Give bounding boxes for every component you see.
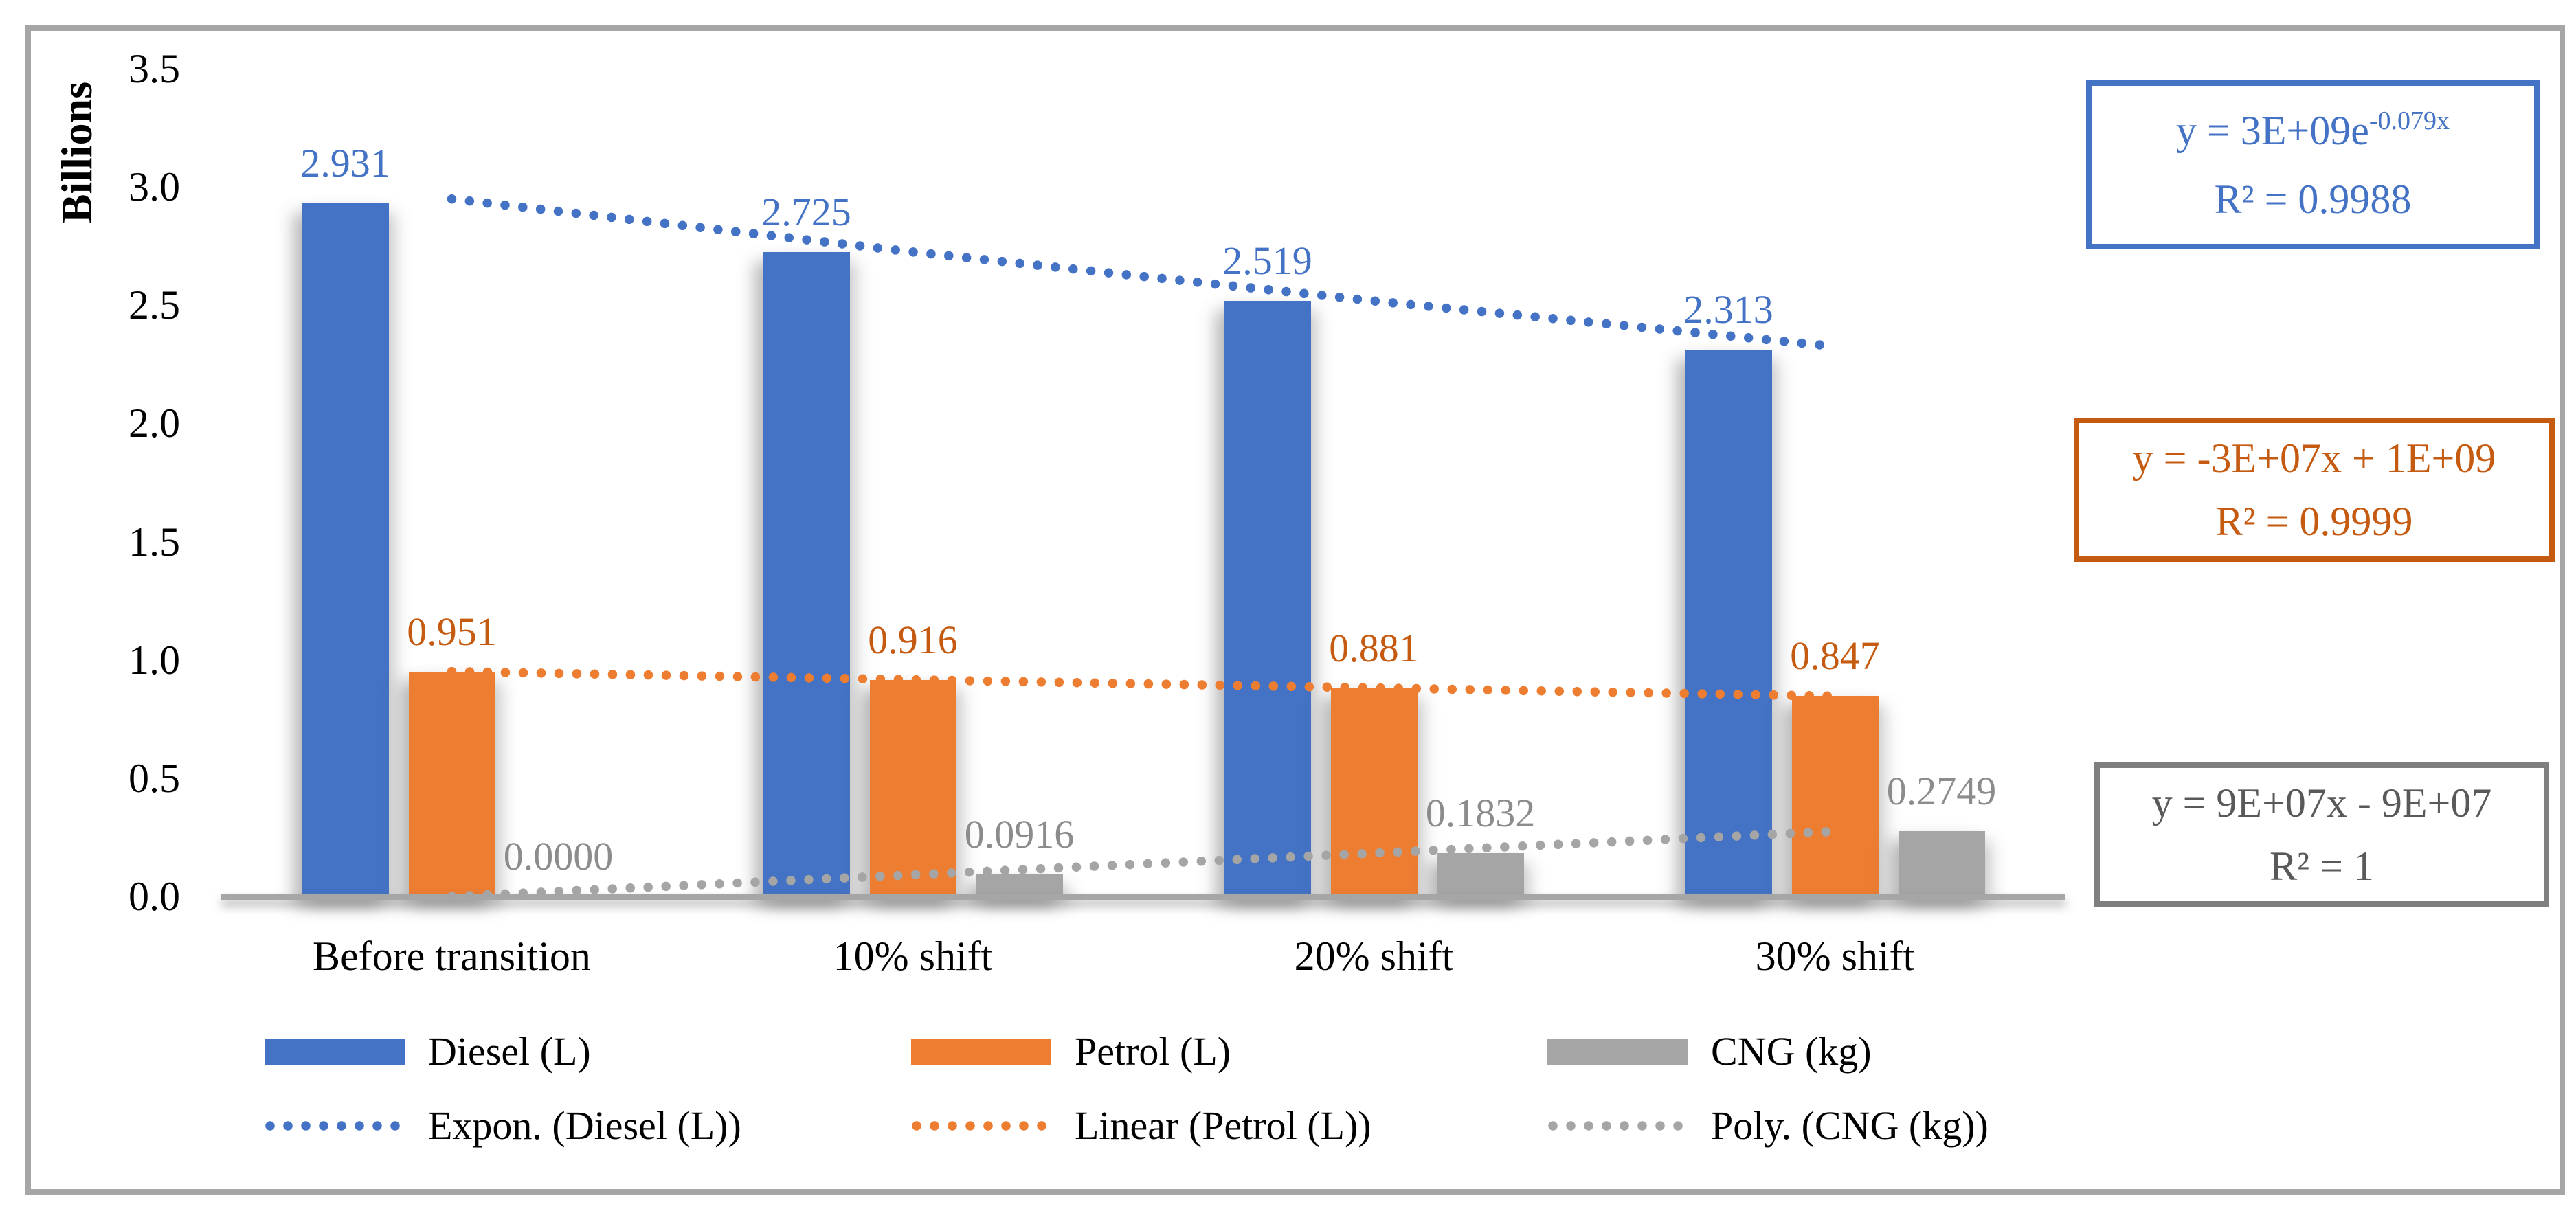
equation-box-petrol: y = -3E+07x + 1E+09 R² = 0.9999 (2074, 418, 2555, 562)
bar-diesel-2 (1224, 300, 1311, 896)
legend-dotted-swatch-diesel (265, 1121, 404, 1131)
bar-cng-2 (1437, 852, 1524, 896)
legend-label-trendline-petrol: Linear (Petrol (L)) (1075, 1103, 1371, 1148)
bar-petrol-2 (1330, 688, 1418, 896)
equation-box-cng: y = 9E+07x - 9E+07 R² = 1 (2094, 762, 2549, 907)
legend-label-petrol: Petrol (L) (1075, 1029, 1231, 1074)
plot-area: 2.931 2.725 2.519 2.313 0.951 0.916 0.881 0.847… (221, 69, 2065, 901)
legend-swatch-petrol (911, 1039, 1051, 1065)
data-label-diesel-3: 2.313 (1683, 286, 1773, 332)
x-tick-label-2: 20% shift (1294, 933, 1454, 979)
bar-diesel-1 (763, 251, 850, 896)
equation-text-diesel: y = 3E+09e-0.079x (2175, 106, 2450, 153)
data-label-cng-1: 0.0916 (964, 812, 1075, 857)
y-tick-label-1.5: 1.5 (128, 519, 180, 565)
bar-petrol-0 (408, 671, 495, 896)
data-label-petrol-2: 0.881 (1329, 625, 1419, 670)
x-tick-label-0: Before transition (313, 933, 591, 979)
data-label-cng-3: 0.2749 (1886, 769, 1997, 814)
equation-exponent-diesel: -0.079x (2368, 106, 2450, 135)
data-label-petrol-3: 0.847 (1790, 633, 1880, 679)
legend-label-cng: CNG (kg) (1711, 1029, 1872, 1074)
x-tick-label-1: 10% shift (833, 933, 993, 979)
bar-petrol-1 (869, 679, 956, 896)
equation-box-diesel: y = 3E+09e-0.079x R² = 0.9988 (2086, 80, 2540, 249)
y-tick-label-2.5: 2.5 (128, 282, 180, 328)
trendline-petrol (447, 666, 1840, 701)
data-label-petrol-0: 0.951 (407, 609, 497, 654)
data-label-diesel-1: 2.725 (761, 189, 851, 234)
legend-label-diesel: Diesel (L) (428, 1029, 591, 1074)
trendline-diesel (447, 194, 1840, 351)
bar-cng-1 (976, 874, 1063, 896)
trendline-cng (447, 826, 1840, 901)
bar-diesel-3 (1685, 349, 1772, 896)
legend-label-trendline-diesel: Expon. (Diesel (L)) (428, 1103, 741, 1148)
data-label-cng-2: 0.1832 (1425, 790, 1536, 835)
bar-diesel-0 (302, 203, 389, 896)
equation-text-petrol: y = -3E+07x + 1E+09 (2132, 435, 2496, 481)
bar-cng-3 (1898, 831, 1985, 896)
y-tick-label-0.5: 0.5 (128, 755, 180, 801)
legend-dotted-swatch-cng (1548, 1121, 1687, 1131)
r-squared-text-diesel: R² = 0.9988 (2214, 177, 2412, 222)
r-squared-text-cng: R² = 1 (2270, 844, 2374, 889)
data-label-diesel-2: 2.519 (1222, 238, 1312, 283)
y-tick-label-2.0: 2.0 (128, 400, 180, 446)
equation-text-cng: y = 9E+07x - 9E+07 (2151, 780, 2492, 826)
legend-swatch-diesel (265, 1039, 405, 1065)
x-axis-line (221, 894, 2065, 900)
bar-petrol-3 (1791, 696, 1879, 896)
legend-label-trendline-cng: Poly. (CNG (kg)) (1711, 1103, 1989, 1148)
data-label-diesel-0: 2.931 (300, 140, 390, 185)
x-tick-label-3: 30% shift (1755, 933, 1915, 979)
y-tick-label-1.0: 1.0 (128, 637, 180, 683)
r-squared-text-petrol: R² = 0.9999 (2215, 499, 2413, 544)
data-label-cng-0: 0.0000 (503, 834, 614, 879)
legend-swatch-cng (1547, 1039, 1688, 1065)
y-tick-label-0.0: 0.0 (128, 874, 180, 919)
y-tick-label-3.0: 3.0 (128, 164, 180, 210)
legend-dotted-swatch-petrol (912, 1121, 1051, 1131)
y-tick-label-3.5: 3.5 (128, 46, 180, 91)
data-label-petrol-1: 0.916 (868, 617, 958, 662)
trendlines-layer (447, 194, 1840, 901)
